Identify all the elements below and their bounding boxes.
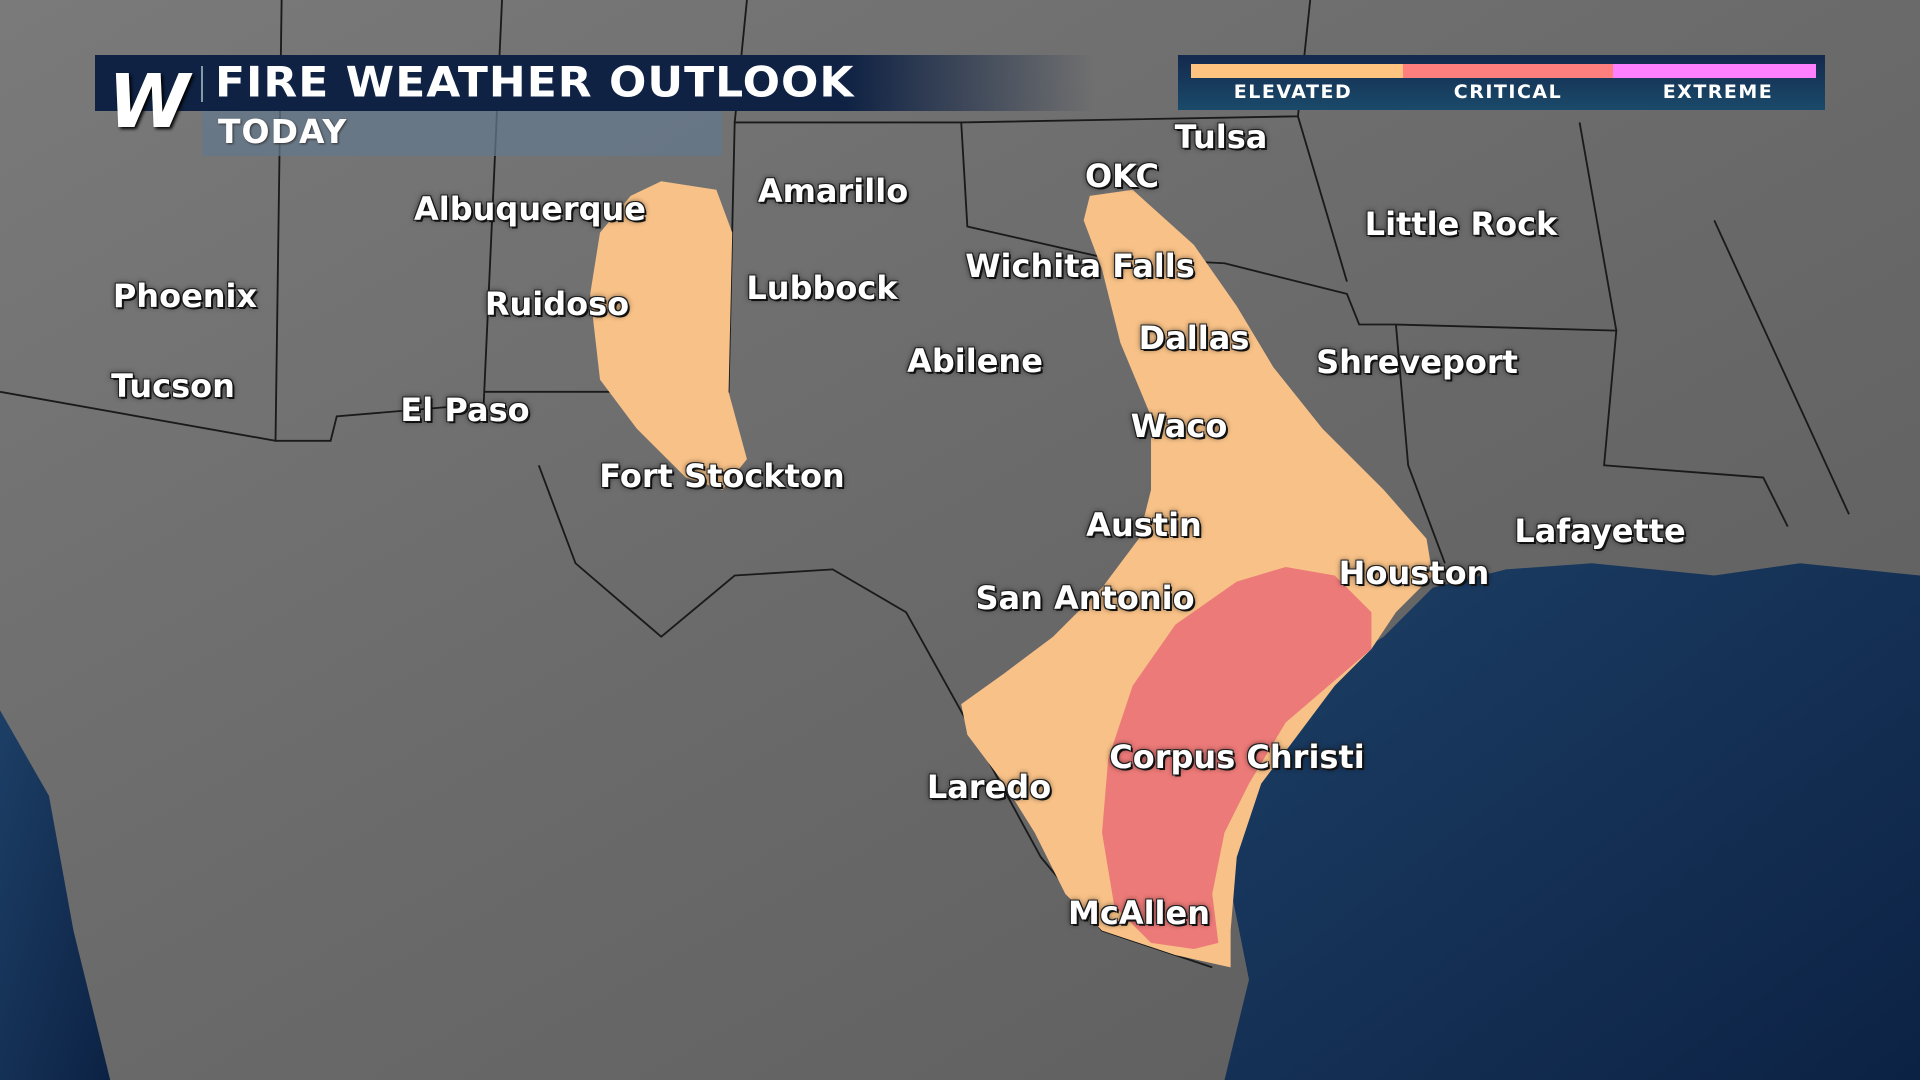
title-banner: [95, 55, 1095, 111]
legend-label-elevated: ELEVATED: [1233, 81, 1353, 103]
city-label: Ruidoso: [484, 285, 630, 323]
legend-swatch-critical: [1403, 64, 1613, 78]
city-label: Wichita Falls: [965, 247, 1195, 285]
weather-nation-logo: W: [108, 59, 190, 145]
city-label: OKC: [1084, 157, 1160, 195]
page-title: FIRE WEATHER OUTLOOK: [215, 58, 855, 107]
city-label: San Antonio: [975, 579, 1195, 617]
legend: ELEVATED CRITICAL EXTREME: [1178, 55, 1825, 110]
city-label: Laredo: [926, 768, 1052, 806]
gulf-of-mexico: [1224, 563, 1920, 1080]
critical-area: [1102, 566, 1372, 949]
legend-label-extreme: EXTREME: [1662, 81, 1774, 103]
legend-swatch-extreme: [1613, 64, 1816, 78]
city-label: Little Rock: [1364, 205, 1558, 243]
city-label: Corpus Christi: [1109, 738, 1365, 776]
elevated-area-east: [961, 189, 1433, 968]
city-label: Houston: [1338, 554, 1490, 592]
page-subtitle: TODAY: [218, 112, 348, 151]
city-label: Lubbock: [746, 269, 898, 307]
city-label: McAllen: [1068, 894, 1210, 932]
city-label: Phoenix: [112, 277, 258, 315]
logo-divider: [201, 66, 203, 102]
city-label: Abilene: [907, 342, 1043, 380]
city-label: Tucson: [111, 367, 235, 405]
city-label: Dallas: [1138, 319, 1250, 357]
elevated-area-west: [590, 181, 747, 490]
city-label: Shreveport: [1316, 343, 1518, 381]
city-label: Fort Stockton: [599, 457, 845, 495]
legend-label-critical: CRITICAL: [1453, 81, 1563, 103]
city-label: Austin: [1086, 506, 1202, 544]
city-label: Tulsa: [1174, 118, 1268, 156]
city-label: Lafayette: [1514, 512, 1686, 550]
legend-swatch-elevated: [1191, 64, 1403, 78]
state-borders: [0, 0, 1850, 969]
city-label: Albuquerque: [414, 190, 646, 228]
city-label: El Paso: [400, 391, 530, 429]
city-label: Amarillo: [757, 172, 909, 210]
pacific-ocean: [0, 710, 111, 1080]
city-label: Waco: [1130, 407, 1228, 445]
subtitle-banner: [202, 111, 722, 156]
